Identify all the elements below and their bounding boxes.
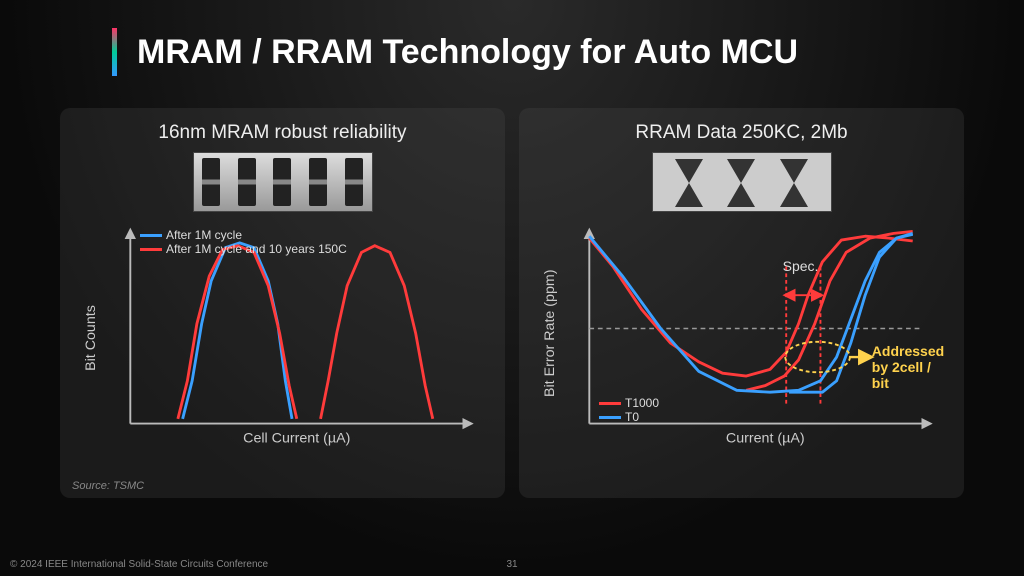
right-panel: RRAM Data 250KC, 2Mb xyxy=(519,108,964,498)
panels-container: 16nm MRAM robust reliability Cell Curren… xyxy=(0,76,1024,498)
addressed-annotation: Addressedby 2cell / bit xyxy=(872,343,946,391)
right-legend: T1000T0 xyxy=(599,396,659,424)
rram-chart: Current (µA) Bit Error Rate (ppm) Spec. … xyxy=(537,218,946,458)
page-title: MRAM / RRAM Technology for Auto MCU xyxy=(137,33,798,72)
spec-label: Spec. xyxy=(783,258,819,274)
page-number: 31 xyxy=(506,559,517,570)
footer: © 2024 IEEE International Solid-State Ci… xyxy=(0,559,1024,570)
left-panel: 16nm MRAM robust reliability Cell Curren… xyxy=(60,108,505,498)
sem-image-right xyxy=(652,152,832,212)
right-panel-title: RRAM Data 250KC, 2Mb xyxy=(537,122,946,144)
source-citation: Source: TSMC xyxy=(72,480,144,492)
copyright: © 2024 IEEE International Solid-State Ci… xyxy=(10,559,268,570)
x-axis-label: Cell Current (µA) xyxy=(243,431,350,447)
left-panel-title: 16nm MRAM robust reliability xyxy=(78,122,487,144)
accent-bar xyxy=(112,28,117,76)
y-axis-label: Bit Counts xyxy=(83,305,99,371)
title-bar: MRAM / RRAM Technology for Auto MCU xyxy=(0,0,1024,76)
sem-image-left xyxy=(193,152,373,212)
x-axis-label-r: Current (µA) xyxy=(726,431,805,447)
mram-chart: Cell Current (µA) Bit Counts After 1M cy… xyxy=(78,218,487,458)
y-axis-label-r: Bit Error Rate (ppm) xyxy=(542,269,558,397)
left-legend: After 1M cycleAfter 1M cycle and 10 year… xyxy=(140,228,347,256)
